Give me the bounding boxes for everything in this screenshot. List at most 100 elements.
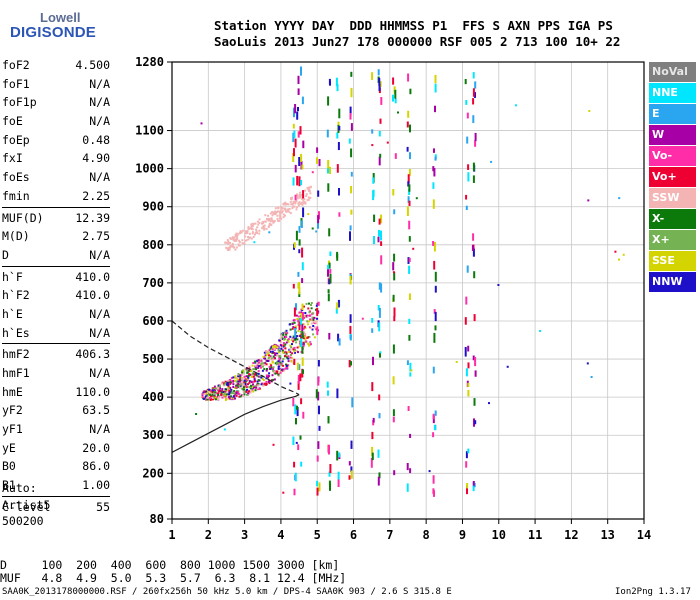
- echo-point: [295, 303, 297, 311]
- echo-point: [328, 445, 330, 455]
- auto-label: Auto:: [2, 481, 37, 495]
- echo-point: [284, 347, 287, 350]
- echo-point: [246, 388, 249, 391]
- echo-point: [236, 376, 239, 379]
- echo-point: [295, 335, 298, 338]
- echo-point: [293, 242, 296, 248]
- echo-point: [309, 185, 312, 188]
- echo-point: [277, 349, 280, 352]
- echo-point: [264, 383, 267, 386]
- echo-point: [350, 123, 353, 131]
- echo-point: [234, 235, 237, 238]
- echo-point: [306, 320, 309, 323]
- parameter-value: N/A: [89, 422, 110, 437]
- echo-point: [250, 370, 253, 373]
- echo-point: [372, 190, 375, 201]
- echo-point: [380, 283, 383, 293]
- echo-point: [301, 331, 304, 339]
- echo-point: [290, 356, 293, 359]
- echo-point: [408, 169, 411, 176]
- echo-point: [238, 241, 241, 244]
- echo-point: [239, 244, 241, 247]
- echo-point: [303, 198, 306, 201]
- parameter-row: yE 20.0: [2, 439, 110, 458]
- echo-point: [249, 373, 252, 376]
- echo-point: [407, 196, 410, 203]
- echo-point: [244, 381, 247, 384]
- echo-point: [316, 455, 319, 462]
- echo-point: [287, 338, 290, 341]
- echo-point: [392, 271, 395, 274]
- echo-point: [301, 164, 304, 170]
- echo-point: [292, 123, 295, 129]
- echo-point: [268, 380, 271, 383]
- echo-point: [590, 376, 593, 378]
- echo-point: [282, 364, 285, 367]
- echo-point: [379, 351, 382, 354]
- echo-point: [235, 239, 238, 242]
- echo-point: [272, 443, 275, 446]
- echo-point: [279, 337, 282, 340]
- echo-point: [242, 390, 245, 393]
- echo-point: [294, 472, 297, 482]
- echo-point: [261, 369, 264, 372]
- echo-point: [243, 386, 245, 389]
- echo-point: [249, 391, 252, 394]
- echo-point: [256, 226, 259, 229]
- echo-point: [349, 106, 352, 116]
- echo-point: [466, 483, 469, 489]
- echo-point: [408, 220, 411, 230]
- echo-point: [211, 389, 214, 392]
- echo-point: [257, 365, 260, 368]
- echo-point: [614, 250, 617, 253]
- echo-point: [465, 100, 468, 105]
- echo-point: [228, 393, 230, 396]
- echo-point: [214, 398, 217, 401]
- echo-point: [250, 223, 253, 226]
- echo-point: [380, 214, 383, 224]
- echo-point: [247, 236, 250, 238]
- echo-point: [272, 366, 275, 369]
- parameter-row: foF1 N/A: [2, 75, 110, 94]
- echo-point: [378, 307, 381, 318]
- echo-point: [256, 232, 258, 234]
- echo-point: [433, 148, 435, 153]
- echo-point: [274, 212, 277, 215]
- echo-point: [271, 350, 274, 353]
- echo-point: [317, 441, 320, 449]
- echo-point: [302, 207, 305, 218]
- echo-point: [268, 365, 271, 368]
- echo-point: [378, 282, 381, 290]
- echo-point: [406, 360, 409, 366]
- echo-point: [242, 383, 245, 386]
- echo-point: [377, 69, 380, 76]
- echo-point: [311, 328, 314, 331]
- echo-point: [432, 413, 435, 420]
- echo-point: [298, 345, 301, 348]
- echo-point: [282, 333, 285, 336]
- parameter-value: 110.0: [75, 384, 110, 399]
- echo-point: [378, 322, 381, 332]
- echo-point: [279, 367, 281, 370]
- echo-point: [618, 258, 620, 261]
- echo-point: [350, 87, 353, 98]
- echo-point: [335, 77, 338, 87]
- echo-point: [257, 366, 260, 369]
- echo-point: [312, 318, 315, 321]
- echo-point: [300, 338, 303, 348]
- echo-point: [284, 354, 287, 357]
- echo-point: [327, 269, 329, 277]
- echo-point: [217, 384, 220, 387]
- echo-point: [291, 327, 294, 330]
- echo-point: [247, 390, 250, 393]
- echo-point: [307, 188, 310, 191]
- auto-scaling-info: Auto: Artist5 500200: [2, 480, 50, 530]
- echo-point: [201, 393, 204, 396]
- echo-point: [214, 391, 217, 394]
- echo-point: [350, 470, 353, 479]
- echo-point: [248, 373, 251, 376]
- parameter-name: C-level: [2, 499, 51, 514]
- echo-point: [203, 393, 206, 395]
- echo-point: [225, 246, 228, 249]
- echo-point: [285, 329, 288, 332]
